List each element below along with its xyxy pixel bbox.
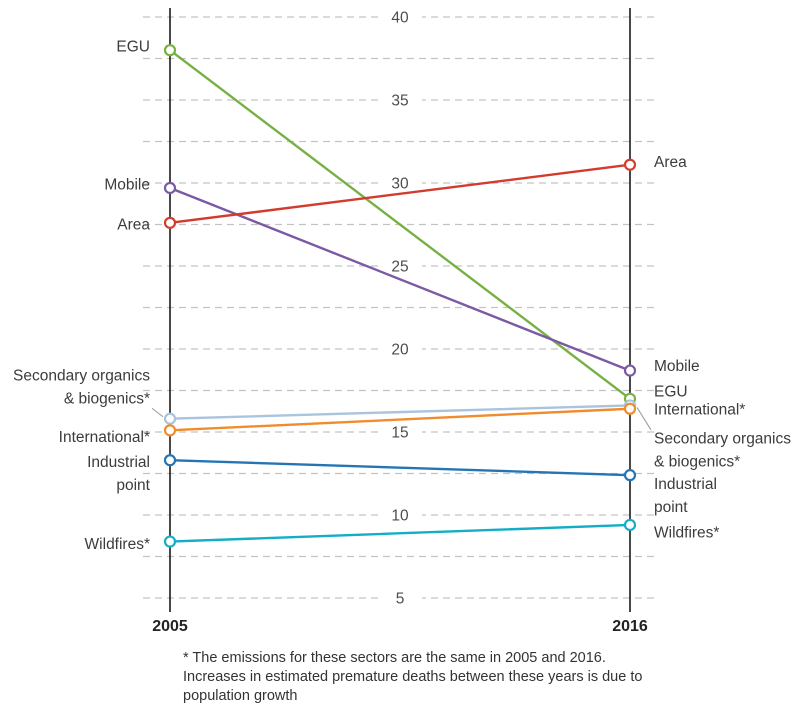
series-label-industrial-point-right: Industrial [654,476,717,493]
series-label-egu-left: EGU [116,39,150,56]
tick-label-bg [378,339,422,359]
y-tick-label: 15 [391,425,408,442]
marker-egu-2005 [163,44,177,57]
y-tick-label: 25 [391,259,408,276]
y-tick-label: 35 [391,93,408,110]
marker-area-2016 [623,158,637,171]
tick-label-bg [378,256,422,276]
footnote: * The emissions for these sectors are th… [183,649,642,706]
series-label-industrial-point-left: Industrial [87,454,150,471]
series-label-secondary-organics-biogenics-left: & biogenics* [64,391,150,408]
marker-area-2005 [163,216,177,229]
series-label-area-right: Area [654,154,687,171]
marker-wildfires-2005 [163,535,177,548]
tick-label-bg [378,7,422,27]
series-label-wildfires-left: Wildfires* [85,536,150,553]
series-line-wildfires [168,523,632,543]
marker-wildfires-2016 [623,518,637,532]
series-label-mobile-right: Mobile [654,358,700,375]
series-label-international-left: International* [59,429,150,446]
marker-mobile-2005 [163,181,177,195]
series-line-international [168,407,632,432]
tick-label-bg [378,422,422,442]
series-label-international-right: International* [654,401,745,418]
marker-industrial-point-2005 [163,454,177,467]
series-label-secondary-organics-biogenics-right: & biogenics* [654,453,740,470]
marker-international-2016 [623,402,637,415]
series-label-mobile-left: Mobile [104,176,150,193]
series-label-area-left: Area [117,216,150,233]
label-connector [151,407,164,418]
y-tick-label: 40 [391,10,409,27]
series-label-industrial-point-right: point [654,499,688,516]
series-line-area [168,163,632,225]
series-label-wildfires-right: Wildfires* [654,524,719,541]
tick-label-bg [378,90,422,110]
marker-international-2005 [163,424,177,437]
series-line-secondary-organics-biogenics [168,404,632,420]
marker-industrial-point-2016 [623,469,637,482]
series-line-industrial-point [168,459,632,477]
tick-label-bg [378,505,422,525]
series-label-secondary-organics-biogenics-left: Secondary organics [13,368,150,385]
tick-label-bg [378,173,422,193]
y-tick-label: 5 [396,591,405,608]
footnote-line: population growth [183,688,298,704]
series-label-secondary-organics-biogenics-right: Secondary organics [654,430,791,447]
series-label-industrial-point-left: point [116,477,150,494]
label-connector [636,407,652,431]
y-tick-label: 20 [391,342,409,359]
y-tick-label: 30 [391,176,409,193]
footnote-line: Increases in estimated premature deaths … [183,669,643,685]
series-label-egu-right: EGU [654,383,688,400]
marker-mobile-2016 [623,364,637,377]
tick-label-bg [378,588,422,608]
y-tick-label: 10 [391,508,409,525]
footnote-line: * The emissions for these sectors are th… [183,650,606,666]
series-line-mobile [168,186,632,372]
x-tick-label-2005: 2005 [152,618,188,635]
marker-secondary-organics-biogenics-2005 [163,412,177,425]
x-tick-label-2016: 2016 [612,618,648,635]
